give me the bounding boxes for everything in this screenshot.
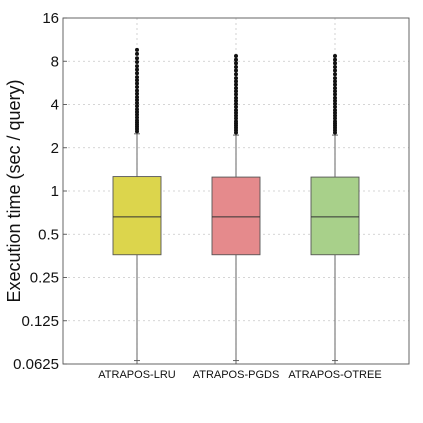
outlier-point: [234, 57, 238, 62]
outlier-point: [234, 113, 238, 118]
outlier-point: [333, 101, 337, 106]
outlier-point: [333, 108, 337, 113]
outlier-point: [135, 75, 139, 80]
outlier-point: [135, 107, 139, 112]
outlier-point: [234, 92, 238, 97]
outlier-point: [135, 47, 139, 52]
y-tick-label: 0.0625: [13, 356, 59, 373]
y-tick-label: 4: [51, 97, 59, 114]
outlier-point: [333, 98, 337, 103]
outlier-point: [333, 79, 337, 84]
outlier-point: [333, 76, 337, 81]
outlier-point: [333, 86, 337, 91]
box-group: [211, 54, 261, 362]
y-tick-label: 8: [51, 53, 59, 70]
outlier-point: [135, 81, 139, 86]
outlier-point: [333, 57, 337, 62]
x-tick-label: ATRAPOS-PGDS: [193, 369, 280, 381]
outlier-point: [234, 108, 238, 113]
y-tick-label: 0.125: [21, 313, 59, 330]
outlier-point: [234, 95, 238, 100]
box-group: [112, 47, 162, 362]
outlier-point: [135, 78, 139, 83]
outlier-point: [234, 98, 238, 103]
x-tick-label: ATRAPOS-LRU: [98, 369, 175, 381]
iqr-box: [211, 176, 261, 256]
outlier-point: [135, 56, 139, 61]
outlier-point: [333, 95, 337, 100]
outlier-point: [234, 64, 238, 69]
outlier-point: [234, 89, 238, 94]
y-tick-label: 0.25: [30, 270, 59, 287]
outlier-point: [333, 89, 337, 94]
outlier-point: [333, 104, 337, 109]
outlier-point: [333, 92, 337, 97]
outlier-point: [333, 61, 337, 66]
outlier-point: [135, 84, 139, 89]
outlier-point: [135, 64, 139, 69]
x-axis-ticks: ATRAPOS-LRU ATRAPOS-PGDS ATRAPOS-OTREE: [98, 360, 382, 381]
outlier-point: [234, 61, 238, 66]
iqr-box: [112, 176, 162, 256]
outlier-point: [234, 119, 238, 124]
outlier-point: [234, 86, 238, 91]
outlier-point: [234, 76, 238, 81]
outlier-point: [135, 104, 139, 109]
outlier-point: [135, 95, 139, 100]
outlier-point: [135, 100, 139, 105]
x-tick-label: ATRAPOS-OTREE: [288, 369, 381, 381]
outlier-point: [234, 104, 238, 109]
outlier-point: [135, 67, 139, 72]
y-tick-label: 1: [51, 183, 59, 200]
y-axis-label: Execution time (sec / query): [4, 79, 24, 302]
outlier-point: [135, 51, 139, 56]
outlier-point: [135, 115, 139, 120]
iqr-box: [310, 176, 360, 256]
box-group: [310, 54, 360, 362]
y-axis-ticks: 0.0625 0.125 0.25 0.5 1 2 4 8 16: [13, 10, 67, 373]
y-tick-label: 16: [42, 10, 59, 27]
outlier-point: [333, 116, 337, 121]
outlier-point: [333, 54, 337, 59]
outlier-point: [135, 118, 139, 123]
outlier-point: [234, 79, 238, 84]
outlier-point: [135, 88, 139, 93]
outlier-point: [234, 72, 238, 77]
outlier-point: [135, 97, 139, 102]
outlier-point: [333, 68, 337, 73]
outlier-point: [135, 91, 139, 96]
outlier-point: [135, 71, 139, 76]
outlier-point: [234, 54, 238, 59]
outlier-point: [333, 113, 337, 118]
outlier-point: [333, 82, 337, 87]
y-tick-label: 0.5: [38, 226, 59, 243]
outlier-point: [234, 101, 238, 106]
outlier-point: [135, 60, 139, 65]
outlier-point: [234, 68, 238, 73]
outlier-point: [333, 64, 337, 69]
outlier-point: [333, 72, 337, 77]
y-tick-label: 2: [51, 140, 59, 157]
outlier-point: [234, 82, 238, 87]
outlier-point: [234, 116, 238, 121]
outlier-point: [333, 119, 337, 124]
box-series: [112, 47, 360, 362]
